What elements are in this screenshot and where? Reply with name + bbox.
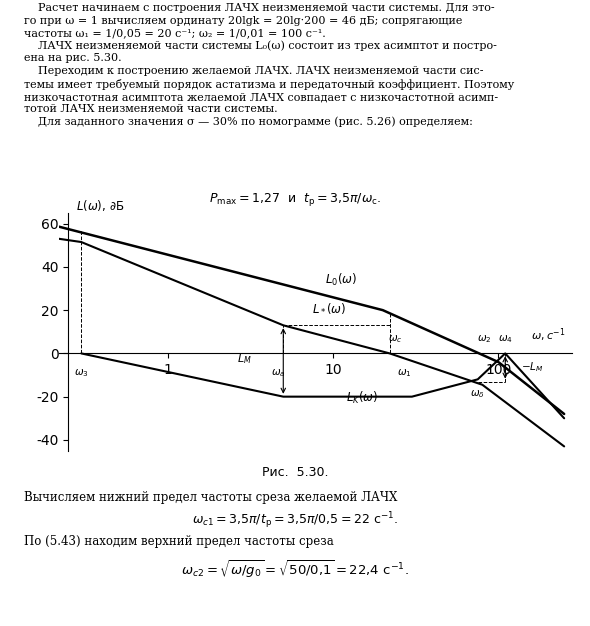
- Text: Рис.  5.30.: Рис. 5.30.: [262, 466, 328, 480]
- Text: $\omega_1$: $\omega_1$: [397, 367, 412, 379]
- Text: По (5.43) находим верхний предел частоты среза: По (5.43) находим верхний предел частоты…: [24, 535, 333, 548]
- Text: $L_M$: $L_M$: [237, 352, 251, 366]
- Text: Вычисляем нижний предел частоты среза желаемой ЛАЧХ: Вычисляем нижний предел частоты среза же…: [24, 491, 397, 505]
- Text: $\omega_{c2} = \sqrt{\omega/g_0} = \sqrt{50/0{,}1} = 22{,}4\ \mathrm{c}^{-1}.$: $\omega_{c2} = \sqrt{\omega/g_0} = \sqrt…: [181, 558, 409, 580]
- Text: $\omega_a$: $\omega_a$: [271, 367, 286, 379]
- Text: $\omega_2$: $\omega_2$: [477, 333, 491, 345]
- Text: $L_*(\omega)$: $L_*(\omega)$: [312, 301, 347, 316]
- Text: $L(\omega), \,\partial\mathrm{Б}$: $L(\omega), \,\partial\mathrm{Б}$: [76, 198, 125, 213]
- Text: Расчет начинаем с построения ЛАЧХ неизменяемой части системы. Для это-
го при ω : Расчет начинаем с построения ЛАЧХ неизме…: [24, 3, 514, 128]
- Text: $P_{\max} = 1{,}27\ $ и $\ t_{\rm p} = 3{,}5\pi/\omega_{\rm c}.$: $P_{\max} = 1{,}27\ $ и $\ t_{\rm p} = 3…: [209, 191, 381, 208]
- Text: $\omega_4$: $\omega_4$: [498, 333, 513, 345]
- Text: $\omega_\delta$: $\omega_\delta$: [470, 388, 485, 400]
- Text: $\omega_3$: $\omega_3$: [74, 367, 88, 379]
- Text: $-L_M$: $-L_M$: [521, 361, 544, 374]
- Text: $L_0(\omega)$: $L_0(\omega)$: [326, 272, 358, 289]
- Text: $\omega_c$: $\omega_c$: [388, 333, 402, 345]
- Text: $\omega_{c1} = 3{,}5\pi/t_{\rm p} = 3{,}5\pi/0{,}5 = 22\ \mathrm{c}^{-1}.$: $\omega_{c1} = 3{,}5\pi/t_{\rm p} = 3{,}…: [192, 510, 398, 531]
- Text: $\omega,c^{-1}$: $\omega,c^{-1}$: [531, 326, 565, 344]
- Text: $L_K(\omega)$: $L_K(\omega)$: [346, 390, 378, 406]
